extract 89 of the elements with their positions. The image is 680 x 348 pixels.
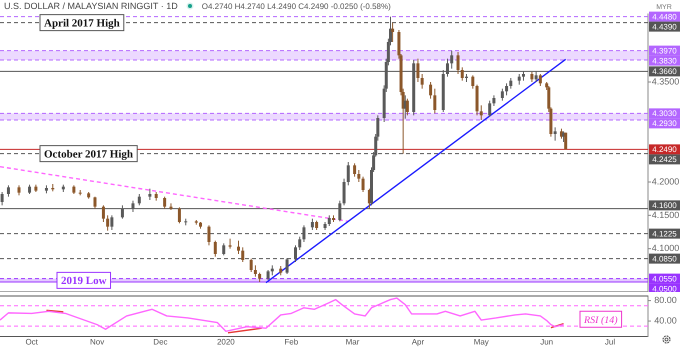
ref-line-label: 4.3030 — [652, 109, 678, 118]
candlestick — [93, 196, 96, 210]
x-tick-label: May — [474, 337, 489, 346]
candlestick — [429, 82, 432, 100]
candlestick — [6, 184, 10, 198]
candlestick — [298, 236, 302, 250]
candlestick — [564, 132, 568, 150]
annotation: October 2017 High — [44, 148, 134, 161]
y-tick-label: 4.3500 — [652, 76, 680, 86]
candlestick — [241, 246, 244, 262]
y-tick-label: 80.00 — [654, 295, 677, 306]
ref-line-label: 4.3660 — [652, 67, 678, 76]
candlestick — [106, 214, 110, 232]
y-tick-label: 40.00 — [654, 316, 677, 326]
ref-line-label: 4.0550 — [652, 274, 678, 284]
candlestick — [0, 192, 4, 206]
candlestick — [509, 78, 512, 90]
x-tick-label: Mar — [346, 337, 360, 346]
candlestick — [406, 98, 409, 116]
candlestick — [456, 52, 460, 74]
candlestick — [450, 50, 454, 70]
x-tick-label: Oct — [25, 337, 39, 346]
ref-line-label: 4.2490 — [652, 145, 678, 154]
candlestick — [270, 264, 274, 276]
candlestick — [328, 214, 331, 226]
ref-line-label: 4.2425 — [652, 155, 678, 164]
candlestick — [148, 188, 152, 200]
ref-line-label: 4.4390 — [652, 22, 678, 32]
ref-line-label: 4.1600 — [652, 201, 678, 210]
candlestick — [237, 240, 240, 254]
candlestick — [518, 74, 521, 86]
ref-line-label: 4.2930 — [652, 119, 678, 128]
candlestick — [28, 184, 32, 194]
candlestick — [346, 162, 350, 186]
candlestick — [391, 22, 394, 42]
x-tick-label: Dec — [153, 337, 168, 346]
ref-line-label: 4.3970 — [652, 46, 678, 56]
candlestick — [207, 224, 210, 246]
candlestick — [266, 270, 270, 280]
candlestick — [342, 178, 346, 206]
chart-subtitle: O4.2740 H4.2740 L4.2490 C4.2490 -0.0250 (-0.58%) — [202, 2, 391, 10]
candlestick — [538, 74, 542, 86]
candlestick — [178, 206, 181, 224]
candlestick — [420, 74, 424, 90]
annotation: RSI (14) — [583, 314, 618, 326]
candlestick — [222, 242, 226, 256]
chart-title: U.S. DOLLAR / MALAYSIAN RINGGIT · 1D — [4, 1, 178, 11]
candlestick — [214, 240, 217, 258]
candlestick — [471, 74, 474, 90]
x-tick-label: Nov — [90, 337, 104, 346]
candlestick — [138, 194, 141, 206]
candlestick — [416, 58, 420, 82]
candlestick — [258, 272, 262, 282]
candlestick — [480, 104, 483, 120]
y-tick-label: 4.2000 — [652, 176, 680, 186]
candlestick — [279, 266, 282, 276]
ref-line-label: 4.1225 — [652, 229, 678, 238]
annotation: April 2017 High — [44, 18, 120, 30]
candlestick — [488, 100, 492, 118]
ref-line-label: 4.4480 — [652, 12, 678, 22]
x-tick-label: Jun — [540, 337, 554, 346]
candlestick — [362, 176, 365, 192]
ref-line-label: 4.0500 — [652, 284, 678, 294]
ref-line-label: 4.3830 — [652, 56, 678, 66]
candlestick — [505, 82, 508, 96]
candlestick — [492, 94, 496, 106]
candlestick — [102, 204, 105, 222]
candlestick — [500, 88, 504, 102]
candlestick — [110, 214, 114, 230]
x-tick-label: 2020 — [216, 337, 236, 346]
y-tick-label: 4.1500 — [652, 210, 680, 220]
candlestick — [554, 126, 557, 142]
candlestick — [315, 220, 318, 230]
y-tick-label: 4.1000 — [652, 243, 680, 254]
candlestick — [254, 264, 257, 278]
band-label: 2019 Low — [61, 275, 107, 288]
candlestick — [163, 196, 166, 210]
candlestick — [530, 72, 534, 82]
x-tick-label: Apr — [412, 337, 424, 346]
candlestick — [460, 66, 464, 82]
candlestick — [310, 218, 314, 230]
candlestick — [353, 162, 356, 178]
x-tick-label: Feb — [284, 337, 299, 346]
candlestick — [433, 88, 436, 114]
candlestick — [357, 170, 360, 182]
x-tick-label: Jul — [604, 337, 616, 346]
candlestick — [17, 184, 20, 196]
ref-line-label: 4.0850 — [652, 254, 678, 264]
candlestick — [250, 258, 253, 272]
